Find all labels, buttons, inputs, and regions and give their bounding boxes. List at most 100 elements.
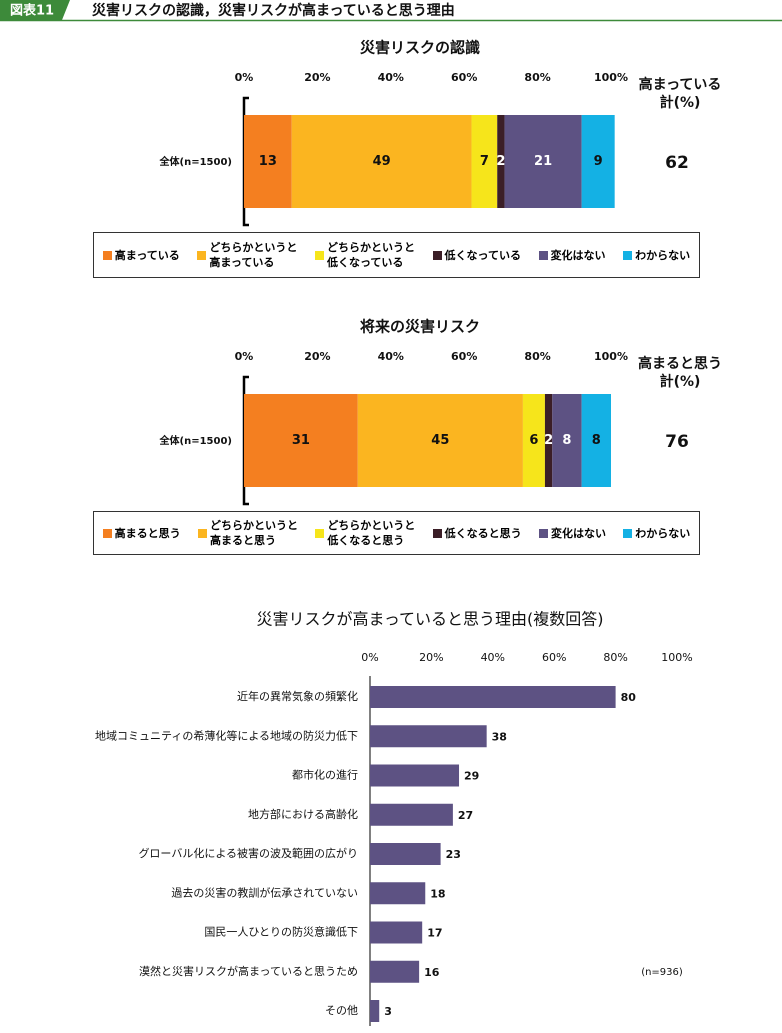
legend-label: わからない	[635, 526, 691, 540]
y-tick-label: グローバル化による被害の波及範囲の広がり	[138, 846, 358, 860]
legend: 高まっている どちらかというと 高まっている どちらかというと 低くなっている 低くな…	[93, 232, 700, 278]
chart-title: 災害リスクの認識	[360, 39, 480, 57]
total-value: 76	[665, 432, 689, 452]
bar	[370, 843, 441, 865]
bar-segment	[471, 115, 498, 208]
legend-swatch	[432, 528, 442, 538]
data-label: 38	[492, 730, 507, 743]
legend-item: 高まっている	[102, 248, 180, 263]
legend-swatch	[314, 250, 324, 260]
legend-item: 変化はない	[538, 526, 606, 541]
total-value: 62	[665, 153, 689, 173]
y-tick-label: 地方部における高齢化	[248, 807, 358, 821]
x-tick-label: 40%	[378, 350, 404, 363]
data-label: 8	[592, 433, 601, 448]
legend-label: 低くなっている	[444, 248, 521, 262]
legend-item: 低くなると思う	[432, 526, 522, 541]
legend-swatch	[538, 250, 548, 260]
data-label: 27	[458, 809, 473, 822]
data-label: 49	[373, 154, 391, 169]
bar-segment	[522, 394, 545, 487]
header-title: 災害リスクの認識，災害リスクが高まっていると思う理由	[92, 2, 455, 19]
y-tick-label: 都市化の進行	[292, 768, 358, 782]
data-label: 2	[496, 154, 505, 169]
legend-label: どちらかというと 低くなると思う	[327, 519, 416, 547]
x-tick-label: 80%	[524, 71, 550, 84]
legend-label: 高まると思う	[114, 526, 181, 540]
y-tick-label: 過去の災害の教訓が伝承されていない	[171, 885, 358, 899]
bar	[370, 803, 453, 826]
y-tick-label: 国民一人ひとりの防災意識低下	[204, 925, 358, 939]
x-tick-label: 80%	[524, 350, 550, 363]
data-label: 21	[534, 154, 552, 169]
chart-title: 災害リスクが高まっていると思う理由(複数回答)	[256, 610, 603, 629]
data-label: 17	[427, 927, 442, 940]
legend-swatch	[197, 528, 207, 538]
legend-swatch	[538, 528, 548, 538]
legend-label: 変化はない	[550, 248, 606, 262]
bar-segment	[357, 394, 523, 487]
bar-segment	[497, 115, 505, 208]
x-tick-label: 100%	[594, 71, 628, 84]
legend-swatch	[432, 250, 442, 260]
annotation: (n=936)	[641, 967, 683, 978]
legend-swatch	[315, 528, 325, 538]
bar	[370, 725, 487, 748]
bar-segment	[291, 115, 472, 208]
bar	[370, 921, 423, 944]
chart-title: 将来の災害リスク	[360, 318, 480, 336]
data-label: 3	[384, 1005, 392, 1018]
y-tick-label: 全体(n=1500)	[159, 434, 232, 447]
y-tick-label: 地域コミュニティの希薄化等による地域の防災力低下	[95, 728, 358, 742]
x-tick-label: 60%	[451, 350, 477, 363]
data-label: 80	[621, 691, 637, 704]
legend-swatch	[102, 250, 112, 260]
total-label: 計(%)	[660, 373, 701, 390]
total-label: 高まると思う	[638, 355, 722, 372]
legend-item: わからない	[623, 526, 690, 541]
bar	[370, 764, 460, 787]
data-label: 8	[562, 433, 571, 448]
x-tick-label: 0%	[361, 651, 378, 664]
bar	[370, 960, 420, 983]
legend-item: 低くなっている	[432, 248, 521, 263]
data-label: 31	[292, 433, 310, 448]
data-label: 2	[544, 433, 553, 448]
legend-swatch	[197, 250, 207, 260]
legend-item: 高まると思う	[102, 526, 181, 541]
data-label: 18	[430, 887, 445, 900]
bar-segment	[552, 394, 582, 487]
x-tick-label: 100%	[594, 350, 628, 363]
x-tick-label: 20%	[419, 651, 443, 664]
bar	[370, 1000, 380, 1022]
legend-item: どちらかというと 低くなると思う	[315, 518, 415, 548]
legend-swatch	[623, 528, 633, 538]
x-tick-label: 80%	[603, 651, 627, 664]
bar	[370, 686, 616, 708]
legend-item: どちらかというと 高まっている	[197, 240, 297, 270]
legend-label: わからない	[635, 248, 691, 262]
x-tick-label: 60%	[542, 651, 566, 664]
data-label: 45	[431, 433, 449, 448]
x-tick-label: 60%	[451, 71, 477, 84]
total-label: 高まっている	[639, 76, 722, 93]
legend-swatch	[623, 250, 633, 260]
x-tick-label: 20%	[304, 71, 330, 84]
y-tick-label: 近年の異常気象の頻繁化	[237, 689, 358, 703]
data-label: 23	[446, 848, 461, 861]
legend-swatch	[102, 528, 112, 538]
legend-item: 変化はない	[538, 248, 606, 263]
header-badge	[0, 0, 70, 20]
data-label: 13	[259, 154, 277, 169]
legend-item: どちらかというと 低くなっている	[314, 240, 415, 270]
x-tick-label: 0%	[235, 71, 254, 84]
x-tick-label: 100%	[661, 651, 692, 664]
data-label: 16	[424, 966, 440, 979]
legend-item: どちらかというと 高まると思う	[197, 518, 298, 548]
bar-segment	[581, 115, 615, 208]
legend-label: どちらかというと 低くなっている	[326, 241, 415, 269]
y-tick-label: 全体(n=1500)	[159, 155, 232, 168]
data-label: 29	[464, 770, 479, 783]
